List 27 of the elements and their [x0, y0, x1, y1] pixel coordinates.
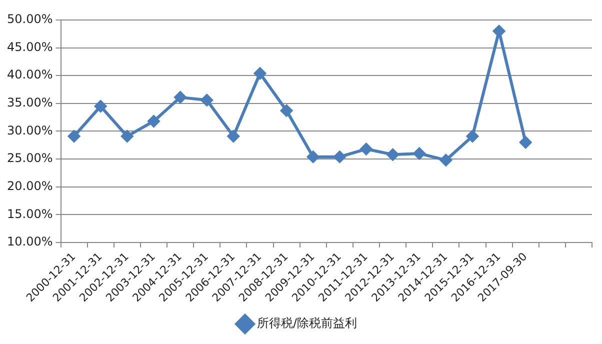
- y-tick-label: 10.00%: [6, 234, 53, 249]
- point: [386, 148, 399, 161]
- point: [68, 130, 80, 142]
- legend-label: 所得税/除税前益利: [256, 316, 358, 330]
- point: [307, 150, 320, 163]
- point: [440, 154, 452, 166]
- point: [334, 150, 346, 163]
- point: [227, 130, 240, 142]
- y-tick-label: 35.00%: [6, 96, 53, 110]
- y-tick-label: 50.00%: [6, 12, 53, 26]
- point: [520, 136, 532, 148]
- y-tick-label: 45.00%: [6, 40, 53, 54]
- point: [254, 67, 266, 80]
- point: [280, 104, 293, 117]
- y-tick-label: 40.00%: [6, 68, 53, 82]
- point: [200, 94, 213, 106]
- point: [466, 130, 478, 142]
- point: [94, 100, 107, 112]
- point: [148, 115, 160, 128]
- point: [121, 130, 134, 142]
- point: [174, 91, 186, 104]
- y-tick-label: 25.00%: [6, 151, 53, 166]
- point: [413, 147, 426, 160]
- y-tick-label: 30.00%: [6, 123, 53, 138]
- point: [360, 143, 372, 156]
- y-tick-label: 15.00%: [6, 206, 53, 221]
- y-tick-label: 20.00%: [6, 178, 53, 193]
